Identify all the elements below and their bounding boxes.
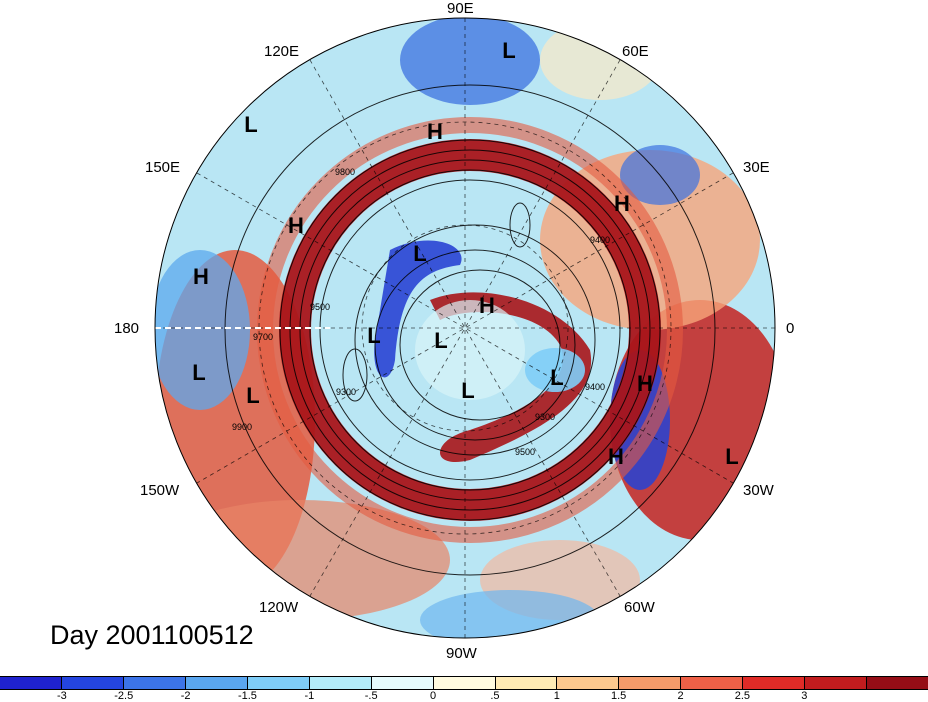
colorbar-swatch <box>185 677 248 689</box>
shaded-anomaly-field <box>155 18 775 638</box>
colorbar-tick-label: .5 <box>490 690 500 702</box>
colorbar-tick-label: 0 <box>430 690 437 702</box>
colorbar-tick-label: -3 <box>56 690 67 702</box>
low-pressure-marker: L <box>434 328 447 353</box>
lon-label-90e: 90E <box>447 0 474 17</box>
low-pressure-marker: L <box>413 241 426 266</box>
contour-label: 9300 <box>535 412 555 422</box>
low-pressure-marker: L <box>550 365 563 390</box>
contour-label: 9900 <box>232 422 252 432</box>
height-contours <box>224 84 716 576</box>
colorbar-swatch <box>867 677 928 689</box>
colorbar-swatch <box>61 677 124 689</box>
high-pressure-marker: H <box>614 191 630 216</box>
low-pressure-marker: L <box>461 378 474 403</box>
colorbar-tick-label: 2.5 <box>734 690 751 702</box>
lon-label-150w: 150W <box>140 482 180 499</box>
low-pressure-marker: L <box>367 323 380 348</box>
contour-label: 9500 <box>310 302 330 312</box>
high-pressure-marker: H <box>608 444 624 469</box>
colorbar-swatch <box>619 677 682 689</box>
high-pressure-marker: H <box>193 264 209 289</box>
colorbar-tick-label: -.5 <box>364 690 378 702</box>
low-pressure-marker: L <box>502 38 515 63</box>
low-pressure-marker: L <box>244 112 257 137</box>
colorbar-swatch <box>123 677 186 689</box>
colorbar-swatch <box>681 677 744 689</box>
colorbar-tick-label: 1.5 <box>611 690 627 702</box>
high-pressure-marker: H <box>427 119 443 144</box>
colorbar <box>0 676 928 690</box>
high-pressure-marker: H <box>637 371 653 396</box>
colorbar-swatch <box>805 677 868 689</box>
colorbar-swatch <box>0 677 62 689</box>
colorbar-tick-label: 1 <box>553 690 560 702</box>
colorbar-swatch <box>371 677 434 689</box>
high-pressure-marker: H <box>479 293 495 318</box>
lon-label-120w: 120W <box>259 599 299 616</box>
contour-label: 9800 <box>335 167 355 177</box>
colorbar-tick-label: -1.5 <box>237 690 257 702</box>
lon-label-30w: 30W <box>743 482 774 499</box>
colorbar-swatch <box>557 677 620 689</box>
colorbar-tick-label: 3 <box>801 690 808 702</box>
contour-label: 9700 <box>253 332 273 342</box>
map-title: Day 2001100512 <box>50 620 254 650</box>
low-pressure-marker: L <box>192 360 205 385</box>
high-pressure-marker: H <box>288 213 304 238</box>
colorbar-tick-label: 2 <box>677 690 684 702</box>
lon-label-30e: 30E <box>743 159 770 176</box>
contour-label: 9300 <box>336 387 356 397</box>
colorbar-tick-label: -2.5 <box>114 690 134 702</box>
colorbar-swatch <box>309 677 372 689</box>
low-pressure-marker: L <box>725 444 738 469</box>
lon-label-120e: 120E <box>264 43 300 60</box>
low-pressure-marker: L <box>246 383 259 408</box>
lon-label-60e: 60E <box>622 43 649 60</box>
colorbar-tick-label: -1 <box>304 690 315 702</box>
contour-label: 9400 <box>585 382 605 392</box>
lon-label-150e: 150E <box>145 159 181 176</box>
lon-label-180: 180 <box>114 320 140 337</box>
colorbar-swatch <box>495 677 558 689</box>
lon-label-0: 0 <box>786 320 795 337</box>
contour-label: 9500 <box>515 447 535 457</box>
lon-label-90w: 90W <box>446 645 477 662</box>
lon-label-60w: 60W <box>624 599 655 616</box>
colorbar-swatch <box>743 677 806 689</box>
colorbar-tick-label: -2 <box>180 690 191 702</box>
colorbar-swatch <box>247 677 310 689</box>
graticule <box>155 18 775 638</box>
contour-label: 9400 <box>590 235 610 245</box>
colorbar-swatch <box>433 677 496 689</box>
